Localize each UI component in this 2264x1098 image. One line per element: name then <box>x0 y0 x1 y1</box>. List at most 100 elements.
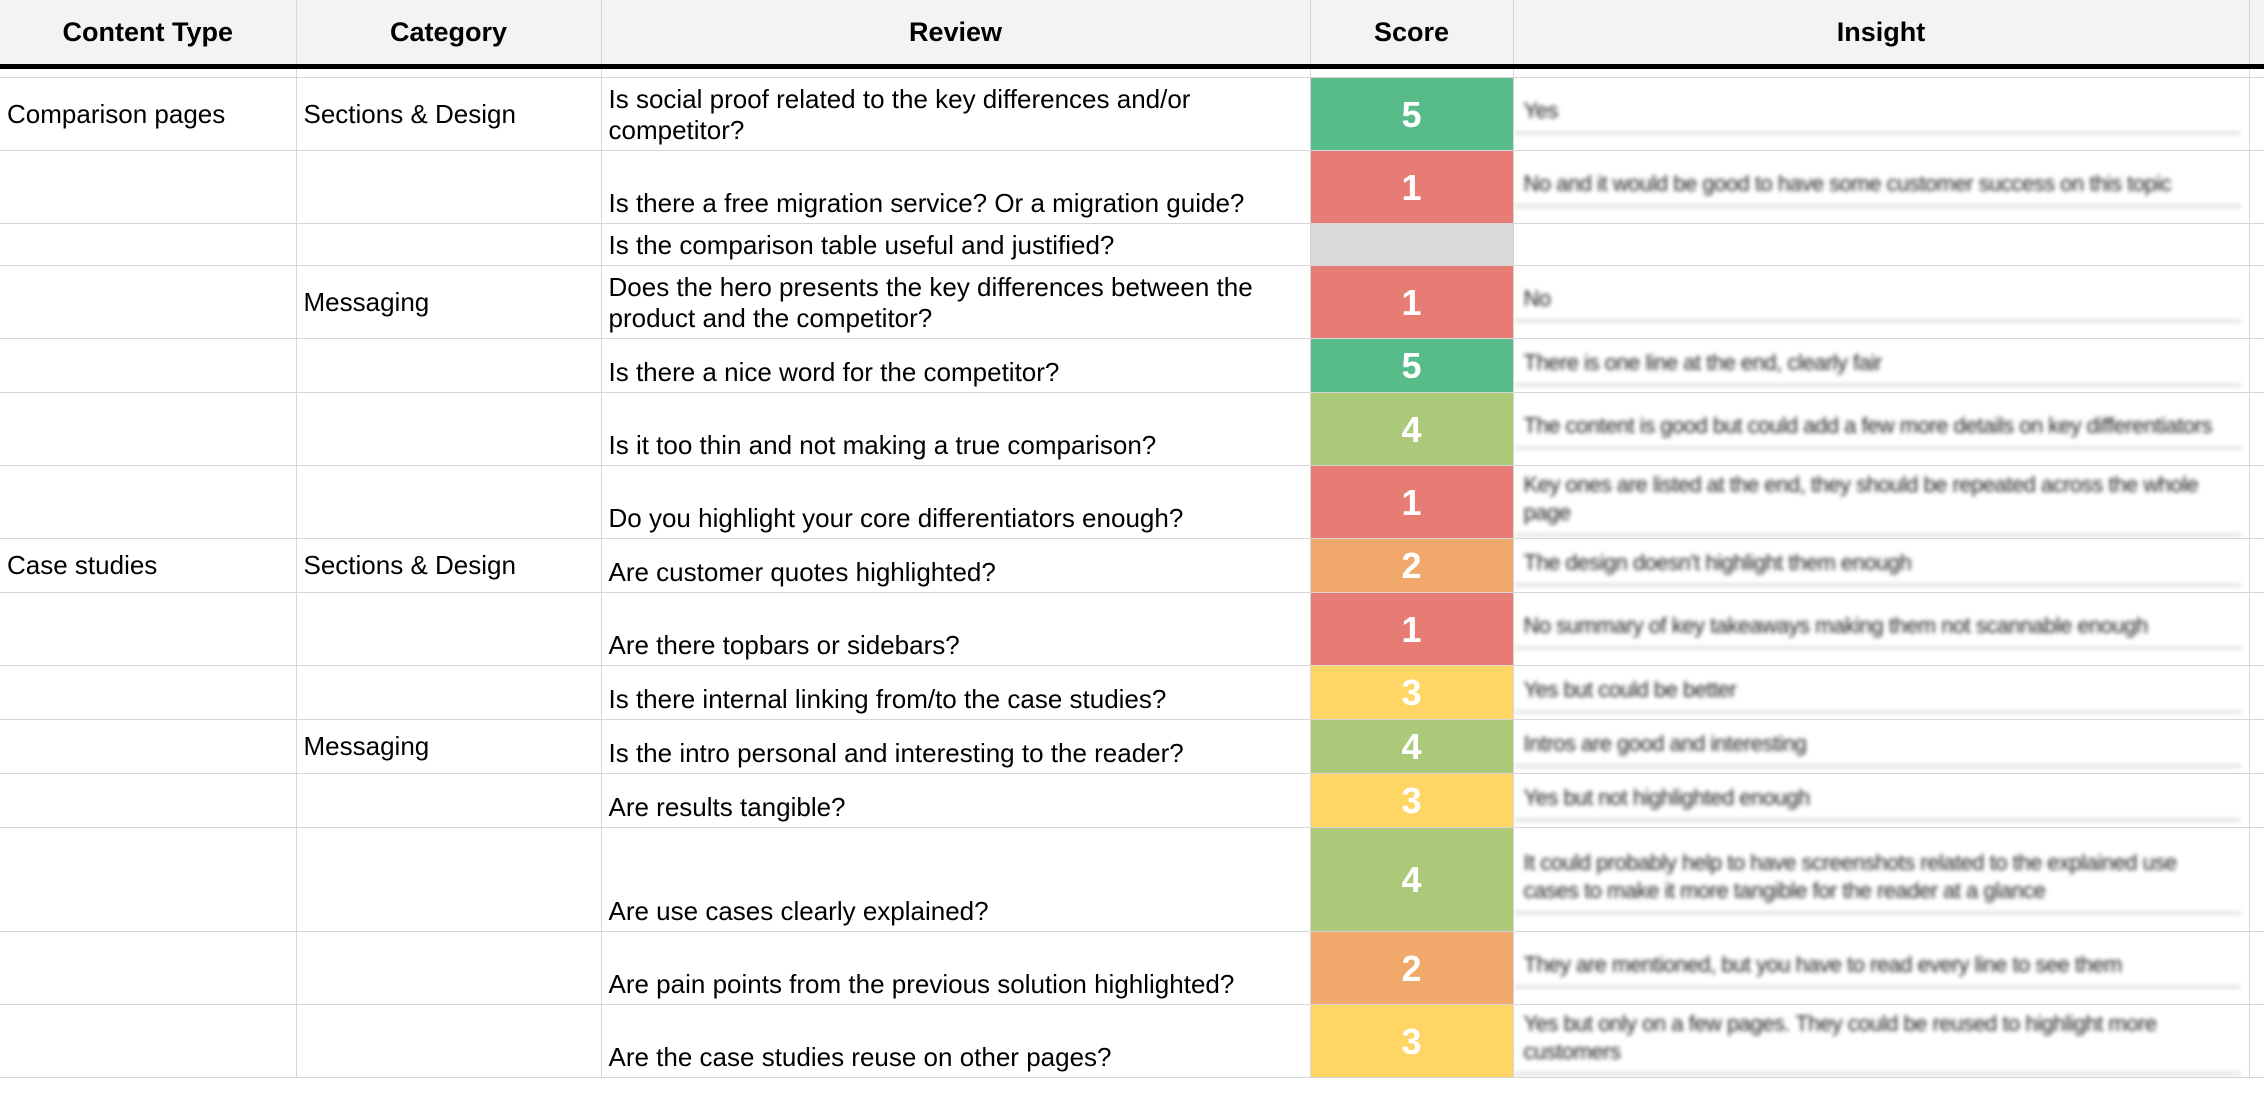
content-type-cell[interactable] <box>0 773 297 828</box>
score-cell[interactable]: 3 <box>1310 1004 1514 1078</box>
score-cell[interactable]: 4 <box>1310 392 1514 466</box>
empty-cell[interactable] <box>2249 338 2264 393</box>
content-type-cell[interactable]: Comparison pages <box>0 77 297 151</box>
cell[interactable] <box>1513 66 2250 78</box>
table-row[interactable]: Are the case studies reuse on other page… <box>0 1004 2264 1078</box>
insight-cell[interactable]: The content is good but could add a few … <box>1513 392 2250 466</box>
category-cell[interactable]: Messaging <box>296 719 602 774</box>
content-type-cell[interactable] <box>0 592 297 666</box>
insight-cell[interactable]: No <box>1513 265 2250 339</box>
empty-cell[interactable] <box>2249 827 2264 932</box>
category-cell[interactable] <box>296 665 602 720</box>
review-cell[interactable]: Does the hero presents the key differenc… <box>601 265 1311 339</box>
category-cell[interactable] <box>296 773 602 828</box>
review-cell[interactable]: Is there a nice word for the competitor? <box>601 338 1311 393</box>
content-type-cell[interactable] <box>0 665 297 720</box>
score-cell[interactable]: 5 <box>1310 338 1514 393</box>
category-cell[interactable] <box>296 1004 602 1078</box>
category-cell[interactable] <box>296 150 602 224</box>
score-cell[interactable]: 2 <box>1310 538 1514 593</box>
review-cell[interactable]: Is the comparison table useful and justi… <box>601 223 1311 266</box>
content-type-cell[interactable]: Case studies <box>0 538 297 593</box>
empty-cell[interactable] <box>2249 773 2264 828</box>
table-row[interactable]: Is it too thin and not making a true com… <box>0 392 2264 466</box>
insight-cell[interactable]: Intros are good and interesting <box>1513 719 2250 774</box>
category-cell[interactable]: Messaging <box>296 265 602 339</box>
empty-cell[interactable] <box>2249 77 2264 151</box>
score-cell[interactable]: 5 <box>1310 77 1514 151</box>
header-score[interactable]: Score <box>1310 0 1514 69</box>
category-cell[interactable] <box>296 223 602 266</box>
review-cell[interactable]: Is social proof related to the key diffe… <box>601 77 1311 151</box>
empty-cell[interactable] <box>2249 592 2264 666</box>
empty-cell[interactable] <box>2249 665 2264 720</box>
insight-cell[interactable]: Yes <box>1513 77 2250 151</box>
empty-cell[interactable] <box>2249 538 2264 593</box>
content-type-cell[interactable] <box>0 1004 297 1078</box>
table-row[interactable]: Are pain points from the previous soluti… <box>0 931 2264 1005</box>
insight-cell[interactable]: There is one line at the end, clearly fa… <box>1513 338 2250 393</box>
table-row[interactable]: Is there internal linking from/to the ca… <box>0 665 2264 720</box>
review-cell[interactable]: Are the case studies reuse on other page… <box>601 1004 1311 1078</box>
content-type-cell[interactable] <box>0 827 297 932</box>
score-cell[interactable]: 1 <box>1310 150 1514 224</box>
table-row[interactable]: Comparison pages Sections & Design Is soci… <box>0 77 2264 151</box>
score-cell[interactable]: 1 <box>1310 265 1514 339</box>
review-cell[interactable]: Is the intro personal and interesting to… <box>601 719 1311 774</box>
insight-cell[interactable]: It could probably help to have screensho… <box>1513 827 2250 932</box>
review-cell[interactable]: Do you highlight your core differentiato… <box>601 465 1311 539</box>
score-cell[interactable]: 1 <box>1310 465 1514 539</box>
review-cell[interactable]: Are results tangible? <box>601 773 1311 828</box>
category-cell[interactable] <box>296 827 602 932</box>
content-type-cell[interactable] <box>0 931 297 1005</box>
empty-cell[interactable] <box>2249 392 2264 466</box>
content-type-cell[interactable] <box>0 150 297 224</box>
review-cell[interactable]: Is there a free migration service? Or a … <box>601 150 1311 224</box>
review-cell[interactable]: Are pain points from the previous soluti… <box>601 931 1311 1005</box>
insight-cell[interactable]: They are mentioned, but you have to read… <box>1513 931 2250 1005</box>
score-cell[interactable]: 3 <box>1310 773 1514 828</box>
table-row[interactable]: Do you highlight your core differentiato… <box>0 465 2264 539</box>
insight-cell[interactable] <box>1513 223 2250 266</box>
header-review[interactable]: Review <box>601 0 1311 69</box>
score-cell[interactable]: 4 <box>1310 827 1514 932</box>
insight-cell[interactable]: Yes but could be better <box>1513 665 2250 720</box>
score-cell[interactable]: 2 <box>1310 931 1514 1005</box>
table-row[interactable]: Are use cases clearly explained? 4 It coul… <box>0 827 2264 932</box>
empty-cell[interactable] <box>2249 150 2264 224</box>
content-type-cell[interactable] <box>0 719 297 774</box>
cell[interactable] <box>601 66 1311 78</box>
cell[interactable] <box>296 66 602 78</box>
cell[interactable] <box>2249 66 2264 78</box>
empty-cell[interactable] <box>2249 1004 2264 1078</box>
insight-cell[interactable]: No and it would be good to have some cus… <box>1513 150 2250 224</box>
content-type-cell[interactable] <box>0 223 297 266</box>
table-row[interactable]: Messaging Does the hero presents the key … <box>0 265 2264 339</box>
score-cell[interactable]: 1 <box>1310 592 1514 666</box>
header-empty[interactable] <box>2249 0 2264 69</box>
content-type-cell[interactable] <box>0 392 297 466</box>
insight-cell[interactable]: The design doesn't highlight them enough <box>1513 538 2250 593</box>
empty-cell[interactable] <box>2249 223 2264 266</box>
category-cell[interactable] <box>296 465 602 539</box>
table-row[interactable]: Messaging Is the intro personal and inter… <box>0 719 2264 774</box>
header-content-type[interactable]: Content Type <box>0 0 297 69</box>
category-cell[interactable]: Sections & Design <box>296 77 602 151</box>
category-cell[interactable] <box>296 392 602 466</box>
category-cell[interactable] <box>296 931 602 1005</box>
header-category[interactable]: Category <box>296 0 602 69</box>
review-cell[interactable]: Is it too thin and not making a true com… <box>601 392 1311 466</box>
cell[interactable] <box>0 66 297 78</box>
insight-cell[interactable]: No summary of key takeaways making them … <box>1513 592 2250 666</box>
empty-cell[interactable] <box>2249 265 2264 339</box>
category-cell[interactable] <box>296 338 602 393</box>
review-cell[interactable]: Are customer quotes highlighted? <box>601 538 1311 593</box>
review-cell[interactable]: Are there topbars or sidebars? <box>601 592 1311 666</box>
table-row[interactable]: Is there a nice word for the competitor?… <box>0 338 2264 393</box>
header-insight[interactable]: Insight <box>1513 0 2250 69</box>
score-cell[interactable]: 4 <box>1310 719 1514 774</box>
insight-cell[interactable]: Yes but only on a few pages. They could … <box>1513 1004 2250 1078</box>
table-row[interactable]: Are results tangible? 3 Yes but not highli… <box>0 773 2264 828</box>
table-row[interactable]: Is there a free migration service? Or a … <box>0 150 2264 224</box>
table-row[interactable]: Are there topbars or sidebars? 1 No summar… <box>0 592 2264 666</box>
